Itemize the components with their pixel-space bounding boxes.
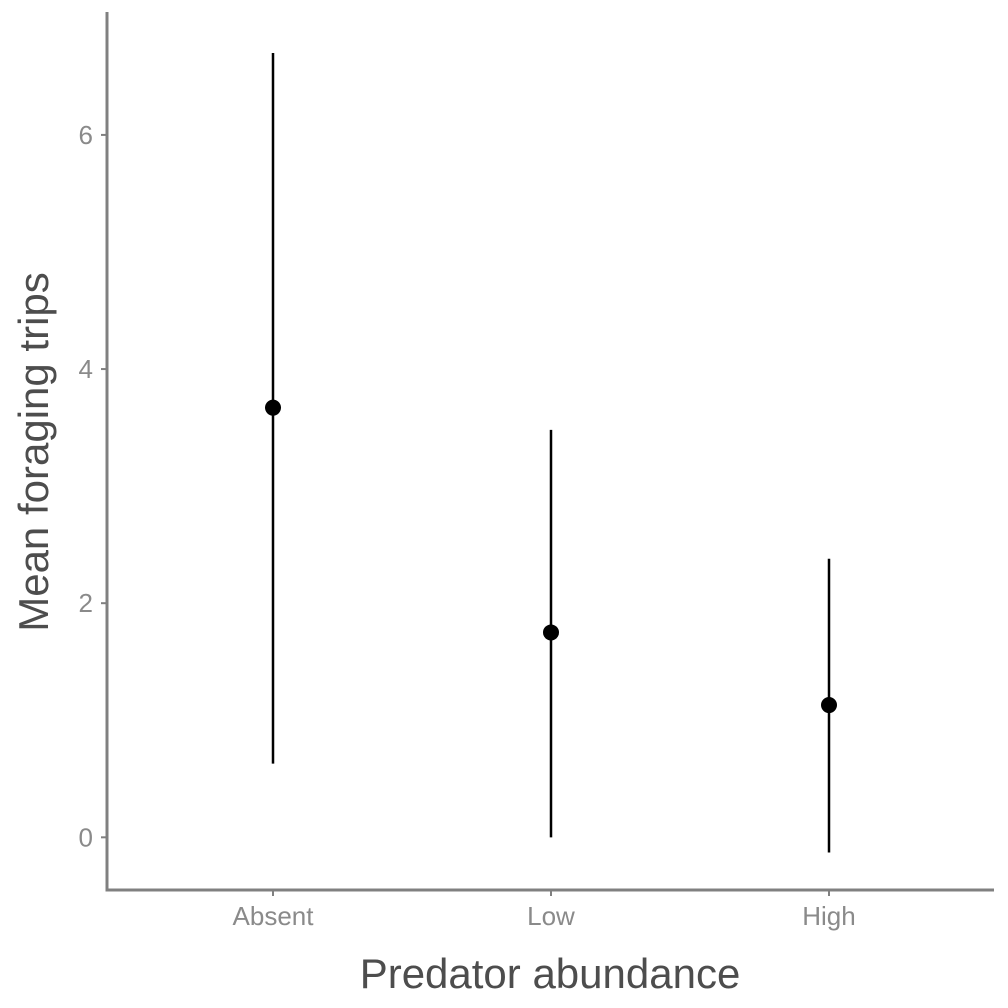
y-tick-label: 4 xyxy=(79,354,93,384)
x-tick-label: Low xyxy=(527,901,575,931)
y-tick-label: 0 xyxy=(79,822,93,852)
x-axis-ticks: Absent Low High xyxy=(233,890,856,931)
x-tick-label: Absent xyxy=(233,901,315,931)
data-point xyxy=(543,624,559,641)
x-axis-title: Predator abundance xyxy=(360,950,741,997)
y-axis-title: Mean foraging trips xyxy=(10,272,57,632)
y-tick-label: 6 xyxy=(79,120,93,150)
x-tick-label: High xyxy=(802,901,855,931)
y-axis-ticks: 0 2 4 6 xyxy=(79,120,107,852)
plot-marks xyxy=(265,52,837,853)
y-tick-label: 2 xyxy=(79,588,93,618)
data-point xyxy=(821,697,837,714)
data-point xyxy=(265,399,281,416)
